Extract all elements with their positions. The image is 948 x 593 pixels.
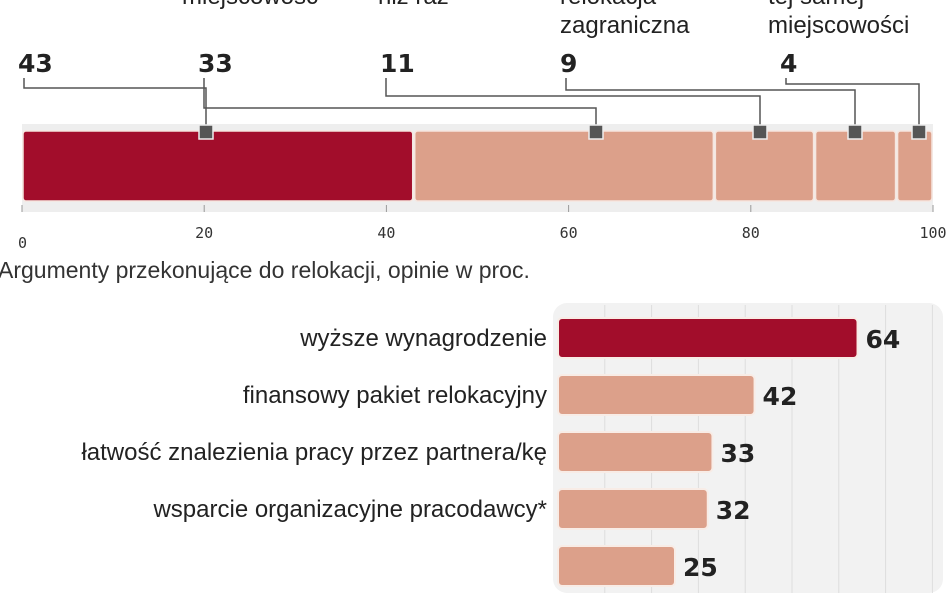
bar-value-0: 64	[866, 325, 901, 354]
x-tick-label-1: 20	[195, 224, 213, 242]
x-tick-label-2: 40	[377, 224, 395, 242]
bar-label-3: wsparcie organizacyjne pracodawcy*	[152, 496, 547, 523]
category-label-3: miejscowości	[768, 12, 909, 39]
value-label-4: 4	[780, 49, 797, 78]
chart-title: Argumenty przekonujące do relokacji, opi…	[0, 257, 530, 283]
category-label-0: miejscowość	[182, 0, 318, 10]
bar-2	[557, 431, 714, 473]
bar-label-0: wyższe wynagrodzenie	[299, 325, 547, 352]
bar-0	[557, 317, 859, 359]
bar-label-1: finansowy pakiet relokacyjny	[243, 382, 547, 409]
value-label-1: 33	[198, 49, 233, 78]
marker-2	[752, 124, 768, 140]
stacked-segment-3	[814, 130, 897, 202]
bar-label-2: łatwość znalezienia pracy przez partnera…	[81, 439, 547, 466]
bar-value-1: 42	[763, 382, 798, 411]
marker-4	[911, 124, 927, 140]
x-tick-label-4: 80	[742, 224, 760, 242]
bar-1	[557, 374, 756, 416]
leader-line-3	[565, 78, 856, 132]
category-label-3: tej samej	[768, 0, 864, 10]
bar-value-4: 25	[683, 553, 718, 582]
value-label-3: 9	[560, 49, 577, 78]
category-label-1: niż raz	[378, 0, 449, 10]
bar-value-3: 32	[716, 496, 751, 525]
stacked-segment-4	[896, 130, 933, 202]
bar-4	[557, 545, 676, 587]
bar-3	[557, 488, 709, 530]
value-label-0: 43	[18, 49, 53, 78]
marker-3	[847, 124, 863, 140]
leader-line-0	[23, 78, 207, 132]
value-label-2: 11	[380, 49, 415, 78]
leader-line-4	[785, 78, 920, 132]
stacked-segment-1	[413, 130, 715, 202]
stacked-segment-2	[714, 130, 815, 202]
marker-0	[198, 124, 214, 140]
bar-value-2: 33	[720, 439, 755, 468]
x-tick-label-0: 0	[18, 234, 27, 252]
x-tick-label-3: 60	[560, 224, 578, 242]
leader-line-1	[203, 78, 597, 132]
x-tick-label-5: 100	[919, 224, 946, 242]
leader-line-2	[385, 78, 761, 132]
stacked-segment-0	[22, 130, 414, 202]
category-label-2: zagraniczna	[560, 12, 690, 39]
marker-1	[588, 124, 604, 140]
category-label-2: relokacja	[560, 0, 657, 10]
